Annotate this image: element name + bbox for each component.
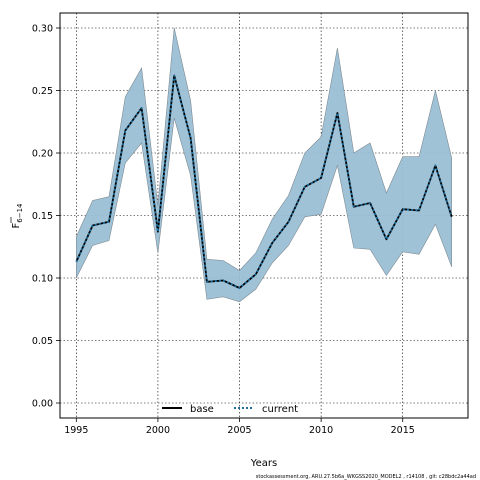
y-tick-label: 0.05 xyxy=(32,336,53,347)
svg-text:F6−14: F6−14 xyxy=(11,203,24,229)
legend-label-current: current xyxy=(262,404,298,415)
y-axis-title: F6−14 xyxy=(10,203,24,229)
y-tick-label: 0.00 xyxy=(32,399,53,410)
confidence-band xyxy=(76,27,453,303)
x-tick-label: 2005 xyxy=(227,425,251,436)
legend-label-base: base xyxy=(190,404,214,415)
x-tick-label: 1995 xyxy=(64,425,88,436)
x-tick-label: 2010 xyxy=(309,425,333,436)
x-tick-label: 2015 xyxy=(391,425,415,436)
confidence-band-area xyxy=(76,27,453,303)
series-lines xyxy=(75,74,453,289)
x-axis-title: Years xyxy=(250,458,277,469)
x-tick-label: 2000 xyxy=(146,425,170,436)
y-axis-title-subscript: 6−14 xyxy=(16,203,24,223)
legend: base current xyxy=(162,404,298,415)
series-line-current xyxy=(75,74,453,289)
y-tick-label: 0.30 xyxy=(32,24,53,35)
y-tick-label: 0.25 xyxy=(32,86,53,97)
x-axis: 1995 2000 2005 2010 2015 xyxy=(64,418,415,436)
y-tick-label: 0.20 xyxy=(32,149,53,160)
y-tick-label: 0.10 xyxy=(32,274,53,285)
y-axis-title-main: F xyxy=(11,223,22,229)
y-axis: 0.00 0.05 0.10 0.15 0.20 0.25 0.30 xyxy=(32,24,60,410)
footer-text: stockassessment.org, ARU.27.5b6a_WKGSS20… xyxy=(256,474,476,480)
y-tick-label: 0.15 xyxy=(32,211,53,222)
